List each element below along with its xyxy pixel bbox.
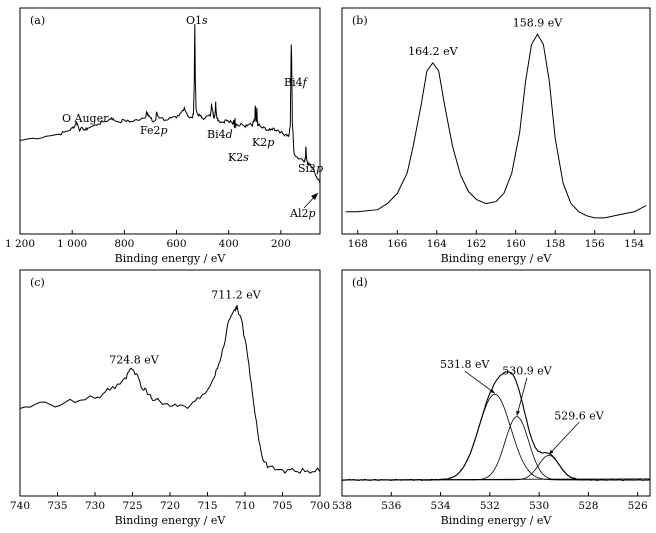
spectrum-line xyxy=(19,24,321,184)
x-tick-label: 166 xyxy=(387,238,407,250)
x-tick-label: 528 xyxy=(578,500,598,512)
panel-a-xlabel: Binding energy / eV xyxy=(115,252,227,265)
x-tick-label: 536 xyxy=(381,500,401,512)
x-tick-label: 720 xyxy=(160,500,180,512)
x-tick-label: 1 000 xyxy=(57,238,87,250)
panel-b-xlabel: Binding energy / eV xyxy=(441,252,553,265)
x-tick-label: 526 xyxy=(628,500,648,512)
peak-arrow xyxy=(464,370,496,394)
x-tick-label: 160 xyxy=(506,238,526,250)
ann-al2p: Al2p xyxy=(289,207,316,220)
x-tick-label: 162 xyxy=(466,238,486,250)
ann-k2p: K2p xyxy=(252,136,274,149)
peak-label: 529.6 eV xyxy=(554,409,604,422)
peak-label: 164.2 eV xyxy=(408,45,458,58)
peak-label: 711.2 eV xyxy=(211,288,261,301)
panel-c-label: (c) xyxy=(30,276,45,289)
ann-si2p: Si2p xyxy=(298,162,323,175)
peak-arrow xyxy=(548,422,580,455)
peak-arrow xyxy=(516,377,528,416)
panel-b-label: (b) xyxy=(352,14,368,27)
component-peak-3 xyxy=(342,454,650,481)
peak-label: 530.9 eV xyxy=(502,365,552,378)
panel-d-xlabel: Binding energy / eV xyxy=(441,514,553,527)
panel-a-frame xyxy=(19,7,321,235)
x-tick-label: 168 xyxy=(348,238,368,250)
component-peak-2 xyxy=(342,416,650,481)
ann-o1s: O1s xyxy=(186,14,208,27)
x-tick-label: 700 xyxy=(310,500,330,512)
al2p-arrowhead xyxy=(311,193,318,200)
x-tick-label: 705 xyxy=(272,500,292,512)
peak-label: 531.8 eV xyxy=(440,358,490,371)
ann-bi4d: Bi4d xyxy=(207,128,233,141)
peak-arrowhead xyxy=(548,449,554,455)
panel-b-frame xyxy=(341,7,651,235)
x-tick-label: 600 xyxy=(166,238,186,250)
x-tick-label: 530 xyxy=(529,500,549,512)
x-tick-label: 710 xyxy=(235,500,255,512)
x-tick-label: 532 xyxy=(480,500,500,512)
peak-label: 724.8 eV xyxy=(109,353,159,366)
ann-k2s: K2s xyxy=(228,151,249,164)
panel-c-frame xyxy=(19,269,321,497)
peak-arrowhead xyxy=(489,388,495,394)
x-tick-label: 715 xyxy=(197,500,217,512)
x-tick-label: 1 200 xyxy=(5,238,35,250)
x-tick-label: 735 xyxy=(47,500,67,512)
panel-d-label: (d) xyxy=(352,276,368,289)
ann-o-auger: O Auger xyxy=(62,112,109,125)
ann-fe2p: Fe2p xyxy=(140,124,168,137)
x-tick-label: 164 xyxy=(427,238,447,250)
x-tick-label: 156 xyxy=(585,238,605,250)
x-tick-label: 200 xyxy=(271,238,291,250)
panel-b-plot: 168 166 164 162 160 158 156 154 164.2 eV 158.9 eV xyxy=(345,16,647,250)
peak-label: 158.9 eV xyxy=(513,16,563,29)
panel-c-plot: 740 735 730 725 720 715 710 705 700 724.8 eV 711.2… xyxy=(10,288,330,512)
spectrum-line xyxy=(19,305,321,474)
panel-c-xlabel: Binding energy / eV xyxy=(115,514,227,527)
x-tick-label: 538 xyxy=(332,500,352,512)
ann-bi4f: Bi4f xyxy=(284,76,309,89)
panel-a-label: (a) xyxy=(30,14,45,27)
panel-d-frame xyxy=(341,269,651,497)
peak-arrowhead xyxy=(516,410,520,416)
x-tick-label: 730 xyxy=(85,500,105,512)
spectrum-line xyxy=(345,33,647,219)
x-tick-label: 158 xyxy=(545,238,565,250)
x-tick-label: 800 xyxy=(114,238,134,250)
x-tick-label: 154 xyxy=(624,238,644,250)
x-tick-label: 725 xyxy=(122,500,142,512)
envelope-line xyxy=(341,371,650,482)
panel-d-plot: 538 536 534 532 530 528 526 531.8 eV 530.9 eV 529… xyxy=(332,358,651,512)
x-tick-label: 400 xyxy=(219,238,239,250)
x-tick-label: 534 xyxy=(431,500,451,512)
panel-a-plot: 1 200 1 000 800 600 400 200 xyxy=(5,24,321,250)
x-tick-label: 740 xyxy=(10,500,30,512)
